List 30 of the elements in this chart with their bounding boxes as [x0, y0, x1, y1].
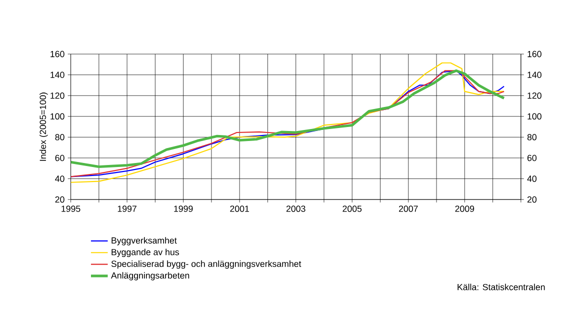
x-tick-label: 1997	[118, 206, 136, 212]
y-tick-label: 120	[50, 92, 64, 99]
y-tick-label: 60	[55, 155, 64, 162]
legend-label: Byggande av hus	[112, 249, 179, 258]
legend-label: Anläggningsarbeten	[110, 272, 190, 281]
x-tick-label: 1995	[62, 206, 80, 212]
y-tick-label: 20	[55, 196, 64, 203]
x-tick-label: 2007	[398, 206, 418, 212]
y-tick-label: 160	[50, 51, 64, 58]
y-axis-title: Index (2005=100)	[40, 92, 48, 162]
legend-label: Byggverksamhet	[112, 237, 177, 246]
y2-tick-label: 60	[527, 155, 537, 162]
y2-tick-label: 100	[528, 114, 542, 120]
y2-tick-label: 140	[528, 72, 542, 78]
y-tick-label: 140	[50, 72, 64, 78]
x-tick-label: 2009	[455, 206, 474, 212]
y-tick-label: 40	[55, 176, 64, 182]
y2-tick-label: 40	[527, 176, 537, 182]
y-tick-label: 80	[55, 134, 64, 141]
legend-label: Specialiserad bygg- och anläggningsverksamhet	[111, 260, 302, 269]
y-tick-label: 100	[50, 114, 64, 120]
x-tick-label: 1999	[174, 206, 193, 212]
x-tick-label: 2001	[230, 206, 249, 212]
y2-tick-label: 80	[527, 134, 537, 141]
y2-tick-label: 120	[528, 92, 542, 99]
y2-tick-label: 160	[528, 51, 542, 58]
y2-tick-label: 20	[527, 196, 537, 203]
x-tick-label: 2005	[342, 206, 362, 212]
x-tick-label: 2003	[286, 206, 306, 212]
text: Källa: Statiskcentralen	[458, 284, 545, 290]
